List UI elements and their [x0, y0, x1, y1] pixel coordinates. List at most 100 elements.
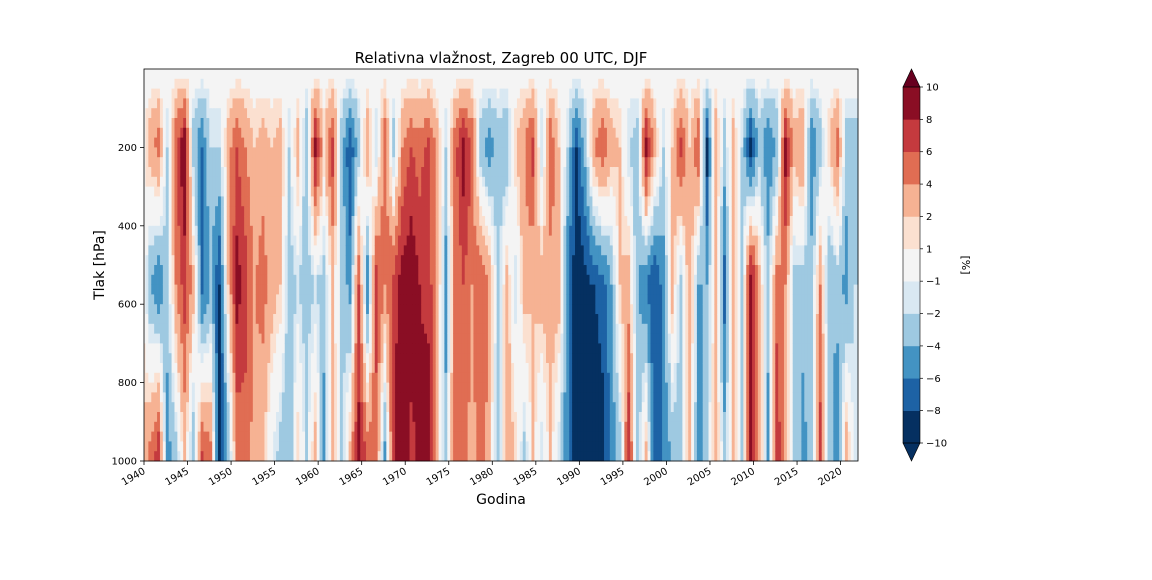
heatmap-cell	[157, 294, 161, 305]
heatmap-cell	[450, 88, 454, 99]
heatmap-cell	[374, 78, 379, 89]
heatmap-cell	[366, 294, 370, 305]
heatmap-cell	[377, 69, 381, 80]
heatmap-cell	[220, 392, 225, 403]
heatmap-cell	[258, 88, 262, 99]
heatmap-cell	[482, 69, 486, 80]
heatmap-cell	[371, 284, 376, 295]
heatmap-cell	[470, 304, 474, 315]
heatmap-cell	[165, 304, 170, 315]
heatmap-cell	[412, 372, 416, 383]
heatmap-cell	[351, 98, 355, 109]
heatmap-cell	[397, 225, 402, 236]
heatmap-cell	[284, 206, 289, 217]
heatmap-cell	[206, 372, 210, 383]
heatmap-cell	[159, 392, 164, 403]
heatmap-cell	[392, 333, 396, 344]
heatmap-cell	[235, 216, 239, 227]
heatmap-cell	[290, 314, 294, 325]
heatmap-cell	[270, 284, 274, 295]
heatmap-cell	[247, 186, 251, 197]
heatmap-cell	[456, 265, 460, 276]
heatmap-cell	[342, 284, 347, 295]
heatmap-cell	[331, 186, 335, 197]
heatmap-cell	[252, 412, 257, 423]
heatmap-cell	[223, 441, 228, 452]
heatmap-cell	[461, 451, 466, 462]
heatmap-cell	[331, 206, 335, 217]
heatmap-cell	[188, 451, 193, 462]
heatmap-cell	[238, 98, 242, 109]
heatmap-cell	[188, 167, 193, 178]
heatmap-cell	[386, 225, 390, 236]
heatmap-cell	[366, 265, 370, 276]
heatmap-cell	[363, 98, 367, 109]
heatmap-cell	[432, 69, 437, 80]
heatmap-cell	[252, 206, 257, 217]
heatmap-cell	[360, 304, 364, 315]
heatmap-cell	[293, 235, 297, 246]
heatmap-cell	[357, 372, 361, 383]
heatmap-cell	[383, 98, 387, 109]
heatmap-cell	[287, 274, 291, 285]
heatmap-cell	[215, 343, 219, 354]
heatmap-cell	[299, 186, 303, 197]
heatmap-cell	[299, 137, 303, 148]
heatmap-cell	[337, 118, 341, 129]
heatmap-cell	[409, 245, 413, 256]
heatmap-cell	[261, 382, 265, 393]
heatmap-cell	[450, 353, 454, 364]
heatmap-cell	[406, 147, 410, 158]
heatmap-cell	[319, 304, 323, 315]
heatmap-cell	[363, 78, 367, 89]
heatmap-cell	[264, 78, 268, 89]
heatmap-cell	[426, 98, 431, 109]
heatmap-cell	[307, 127, 312, 138]
heatmap-cell	[418, 343, 422, 354]
heatmap-cell	[162, 157, 167, 168]
heatmap-cell	[255, 372, 260, 383]
heatmap-cell	[307, 304, 312, 315]
heatmap-cell	[293, 127, 297, 138]
heatmap-cell	[287, 392, 291, 403]
heatmap-cell	[461, 412, 466, 423]
heatmap-cell	[496, 127, 500, 138]
heatmap-cell	[412, 274, 416, 285]
heatmap-cell	[389, 235, 393, 246]
heatmap-cell	[302, 137, 306, 148]
heatmap-cell	[220, 363, 225, 374]
heatmap-cell	[360, 343, 364, 354]
heatmap-cell	[348, 78, 352, 89]
heatmap-cell	[418, 284, 422, 295]
heatmap-cell	[479, 284, 483, 295]
heatmap-cell	[218, 363, 222, 374]
heatmap-cell	[316, 108, 320, 119]
heatmap-cell	[313, 353, 318, 364]
heatmap-cell	[276, 137, 280, 148]
heatmap-cell	[395, 255, 399, 266]
heatmap-cell	[299, 421, 303, 432]
heatmap-cell	[366, 451, 370, 462]
heatmap-cell	[206, 127, 210, 138]
heatmap-cell	[293, 333, 297, 344]
heatmap-cell	[441, 245, 445, 256]
heatmap-cell	[223, 323, 228, 334]
heatmap-cell	[252, 137, 257, 148]
heatmap-cell	[191, 431, 196, 442]
heatmap-cell	[287, 323, 291, 334]
heatmap-cell	[157, 323, 161, 334]
heatmap-cell	[144, 304, 146, 315]
heatmap-cell	[424, 206, 428, 217]
heatmap-cell	[267, 137, 271, 148]
heatmap-cell	[400, 421, 405, 432]
heatmap-cell	[499, 255, 503, 266]
heatmap-cell	[148, 88, 152, 99]
heatmap-cell	[180, 167, 184, 178]
heatmap-cell	[334, 88, 338, 99]
heatmap-cell	[351, 167, 355, 178]
heatmap-cell	[363, 382, 367, 393]
heatmap-cell	[177, 304, 181, 315]
heatmap-cell	[432, 314, 437, 325]
heatmap-cell	[380, 304, 384, 315]
heatmap-cell	[215, 69, 219, 80]
